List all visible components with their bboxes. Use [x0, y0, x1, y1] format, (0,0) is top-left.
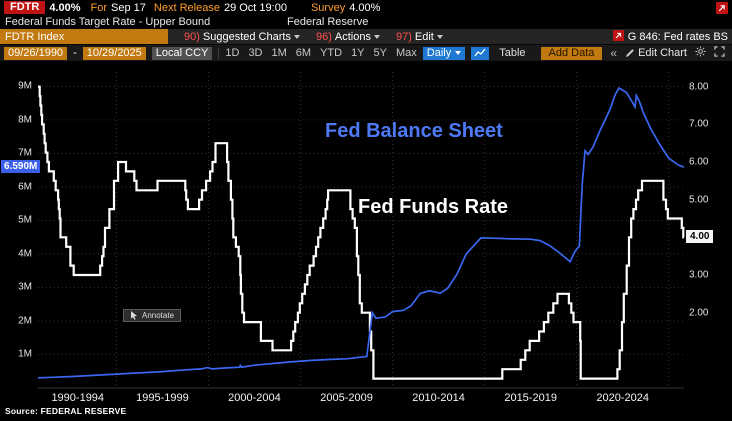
chart-id-label: G 846: Fed rates BS [627, 30, 728, 43]
left-axis-tick-8M: 8M [18, 114, 32, 126]
next-release-value: 29 Oct 19:00 [223, 1, 287, 14]
left-axis-tick-5M: 5M [18, 214, 32, 226]
series-fed-funds-rate [38, 85, 685, 380]
date-range-separator: - [73, 47, 77, 59]
issuer-name: Federal Reserve [287, 16, 369, 28]
launch-icon[interactable] [612, 29, 624, 44]
right-axis-tick-8.00: 8.00 [689, 81, 709, 93]
left-axis-tick-7M: 7M [18, 147, 32, 159]
menu-label: Actions [334, 30, 371, 43]
edit-chart-label: Edit Chart [638, 47, 687, 59]
menu-suggested-charts[interactable]: 90) Suggested Charts [184, 31, 300, 43]
right-axis-tick-2.00: 2.00 [689, 307, 709, 319]
chevron-down-icon [293, 34, 300, 39]
date-to-input[interactable]: 10/29/2025 [82, 46, 146, 60]
right-axis-tick-5.00: 5.00 [689, 194, 709, 206]
frequency-value: Daily [426, 46, 452, 59]
chevron-down-icon [455, 51, 462, 55]
left-axis-tick-1M: 1M [18, 348, 32, 360]
toolbar-divider [218, 47, 220, 59]
period-tab-ytd[interactable]: YTD [320, 47, 343, 59]
currency-select[interactable]: Local CCY [151, 46, 213, 60]
cursor-icon [131, 311, 137, 320]
menu-bar: FDTR Index 90) Suggested Charts 96) Acti… [0, 29, 732, 45]
right-axis-tick-7.00: 7.00 [689, 118, 709, 130]
chevron-down-icon [436, 34, 443, 39]
period-tab-1d[interactable]: 1D [225, 47, 240, 59]
menu-number: 96) [315, 30, 332, 43]
period-tab-6m[interactable]: 6M [295, 47, 312, 59]
left-axis-tick-2M: 2M [18, 315, 32, 327]
period-tabs: 1D 3D 1M 6M YTD 1Y 5Y Max [225, 47, 416, 59]
date-from-input[interactable]: 09/26/1990 [4, 46, 68, 60]
survey-value: 4.00% [349, 1, 381, 14]
right-axis-tick-3.00: 3.00 [689, 269, 709, 281]
add-data-input[interactable]: Add Data [540, 46, 603, 60]
period-tab-1m[interactable]: 1M [271, 47, 287, 59]
left-axis-tick-6M: 6M [18, 181, 32, 193]
ticker-tile: FDTR [4, 1, 46, 14]
frequency-select[interactable]: Daily [422, 46, 466, 60]
left-axis-tick-3M: 3M [18, 281, 32, 293]
left-axis-tick-9M: 9M [18, 80, 32, 92]
description-bar: Federal Funds Target Rate - Upper Bound … [0, 15, 732, 29]
menu-number: 90) [184, 30, 200, 43]
balance-sheet-series-label: Fed Balance Sheet [325, 120, 503, 142]
right-axis-tick-6.00: 6.00 [689, 156, 709, 168]
period-tab-1y[interactable]: 1Y [351, 47, 365, 59]
for-date: Sep 17 [111, 1, 146, 14]
quote-header-bar: FDTR 4.00% For Sep 17 Next Release 29 Oc… [0, 0, 732, 15]
table-button[interactable]: Table [499, 47, 526, 59]
funds-rate-series-label: Fed Funds Rate [358, 196, 509, 218]
rate-current-badge: 4.00 [686, 230, 714, 244]
source-label: Source: FEDERAL RESERVE [5, 406, 127, 416]
expand-icon[interactable] [714, 46, 725, 60]
period-tab-5y[interactable]: 5Y [373, 47, 387, 59]
next-release-label: Next Release [153, 1, 220, 14]
survey-label: Survey [310, 1, 346, 14]
menu-actions[interactable]: 96) Actions [316, 31, 380, 43]
for-label: For [90, 1, 108, 14]
chart-type-button[interactable] [471, 46, 490, 60]
last-value: 4.00% [49, 1, 81, 14]
security-input[interactable]: FDTR Index [0, 29, 168, 44]
balance-current-badge: 6.590M [1, 160, 41, 174]
pencil-icon [626, 49, 634, 57]
popout-icon[interactable] [716, 1, 728, 14]
security-description: Federal Funds Target Rate - Upper Bound [5, 16, 211, 28]
left-axis-labels: 1M 2M 3M 4M 5M 6M 7M 8M 9M [0, 0, 35, 421]
line-chart-icon [474, 48, 486, 57]
right-axis-labels: 2.00 3.00 4.00 5.00 6.00 7.00 8.00 [689, 0, 732, 421]
period-tab-3d[interactable]: 3D [248, 47, 263, 59]
settings-gear-icon[interactable] [695, 46, 706, 60]
collapse-panel-icon[interactable]: « [610, 46, 618, 60]
series-fed-balance-sheet [37, 86, 685, 379]
period-tab-max[interactable]: Max [396, 47, 417, 59]
left-axis-tick-4M: 4M [18, 248, 32, 260]
chart-id-group: G 846: Fed rates BS [612, 29, 728, 44]
edit-chart-button[interactable]: Edit Chart [625, 47, 687, 59]
chevron-down-icon [373, 34, 380, 39]
menu-number: 97) [395, 30, 412, 43]
chart-toolbar: 09/26/1990 - 10/29/2025 Local CCY 1D 3D 1M… [0, 45, 732, 61]
menu-label: Suggested Charts [202, 30, 291, 43]
annotate-tooltip[interactable]: Annotate [123, 309, 182, 322]
menu-label: Edit [414, 30, 434, 43]
annotate-label: Annotate [142, 311, 175, 320]
toolbar-right-tools: Add Data « Edit Chart [540, 46, 725, 60]
menu-edit[interactable]: 97) Edit [396, 31, 443, 43]
